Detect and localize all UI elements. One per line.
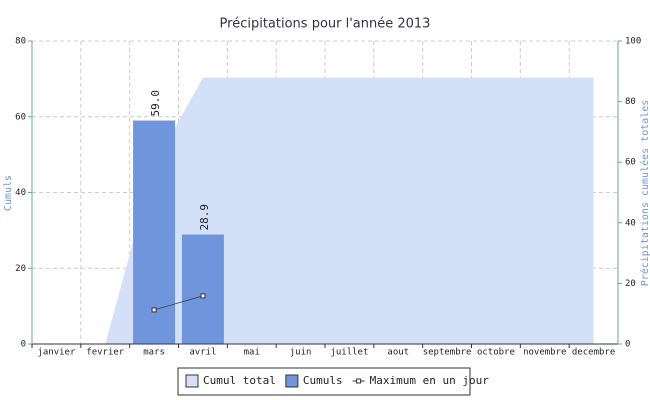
y-axis-label: Cumuls [3,175,14,211]
x-tick-label: aout [387,348,409,358]
y2-axis-label: Précipitations cumulées totales [639,100,650,287]
x-tick-label: mars [143,348,165,358]
x-tick-label: juin [290,348,312,358]
y-tick-label: 20 [15,264,26,274]
legend-label: Cumul total [203,374,276,387]
bar [181,234,224,344]
y2-tick-label: 60 [625,158,636,168]
y-tick-label: 80 [15,37,26,47]
legend-box [177,367,471,396]
y2-tick-label: 100 [625,37,641,47]
x-tick-label: janvier [37,348,76,358]
x-tick-label: octobre [477,348,515,358]
bar [133,120,176,344]
bar-value-label: 59.0 [149,90,162,117]
legend-swatch [285,374,299,388]
y2-tick-label: 0 [625,340,630,350]
legend-label: Cumuls [303,374,343,387]
chart-title: Précipitations pour l'année 2013 [220,17,431,32]
y2-tick-label: 40 [625,218,636,228]
y2-tick-label: 80 [625,97,636,107]
y-tick-label: 40 [15,188,26,198]
x-tick-label: septembre [423,348,472,358]
line [153,295,204,311]
line-marker [200,293,206,299]
line-marker [151,307,157,313]
bar-value-label: 28.9 [198,204,211,231]
x-tick-label: avril [189,348,216,358]
legend-swatch-marker [356,378,362,384]
x-tick-label: decembre [572,348,615,358]
legend-swatch [185,374,199,388]
y-tick-label: 0 [21,340,26,350]
x-tick-label: juillet [330,348,368,358]
y-tick-label: 60 [15,112,26,122]
x-tick-label: mai [244,348,260,358]
x-tick-label: fevrier [86,348,125,358]
legend-label: Maximum en un jour [370,374,490,387]
x-tick-label: novembre [523,348,566,358]
y2-tick-label: 20 [625,279,636,289]
